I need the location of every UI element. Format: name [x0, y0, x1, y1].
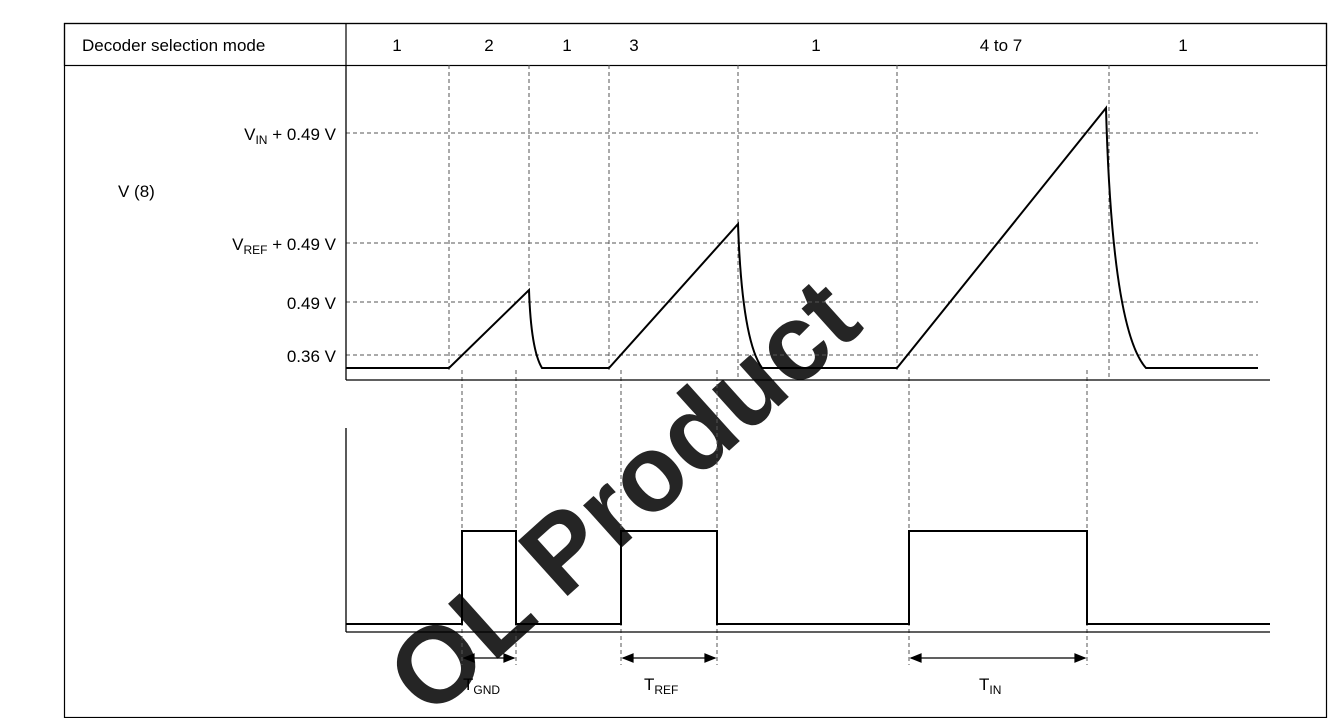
- vref-level-label: VREF + 0.49 V: [232, 235, 337, 257]
- v036-level-label: 0.36 V: [287, 347, 337, 366]
- tin-label: TIN: [979, 675, 1001, 697]
- mode-cell: 4 to 7: [980, 36, 1023, 55]
- analog-axes: [345, 65, 1270, 381]
- tref-label: TREF: [644, 675, 678, 697]
- analog-waveform: [346, 105, 1258, 369]
- timing-arrows: [462, 653, 1087, 663]
- digital-axes: [345, 428, 1270, 633]
- obsolete-product-watermark: OL Product: [364, 255, 880, 718]
- vin-level-label: VIN + 0.49 V: [244, 125, 337, 147]
- mode-cell: 2: [484, 36, 493, 55]
- mode-table: Decoder selection mode 1 2 1 3 1 4 to 7 …: [63, 22, 1328, 67]
- mode-header: Decoder selection mode: [82, 36, 265, 55]
- mode-cell: 1: [392, 36, 401, 55]
- signal-label: V (8): [118, 182, 155, 201]
- tgnd-label: TGND: [463, 675, 500, 697]
- mode-cell: 1: [811, 36, 820, 55]
- mode-cell: 3: [629, 36, 638, 55]
- mode-cell: 1: [562, 36, 571, 55]
- svg-text:OL Product: OL Product: [364, 255, 880, 718]
- digital-waveform: [346, 530, 1270, 625]
- v049-level-label: 0.49 V: [287, 294, 337, 313]
- mode-cell: 1: [1178, 36, 1187, 55]
